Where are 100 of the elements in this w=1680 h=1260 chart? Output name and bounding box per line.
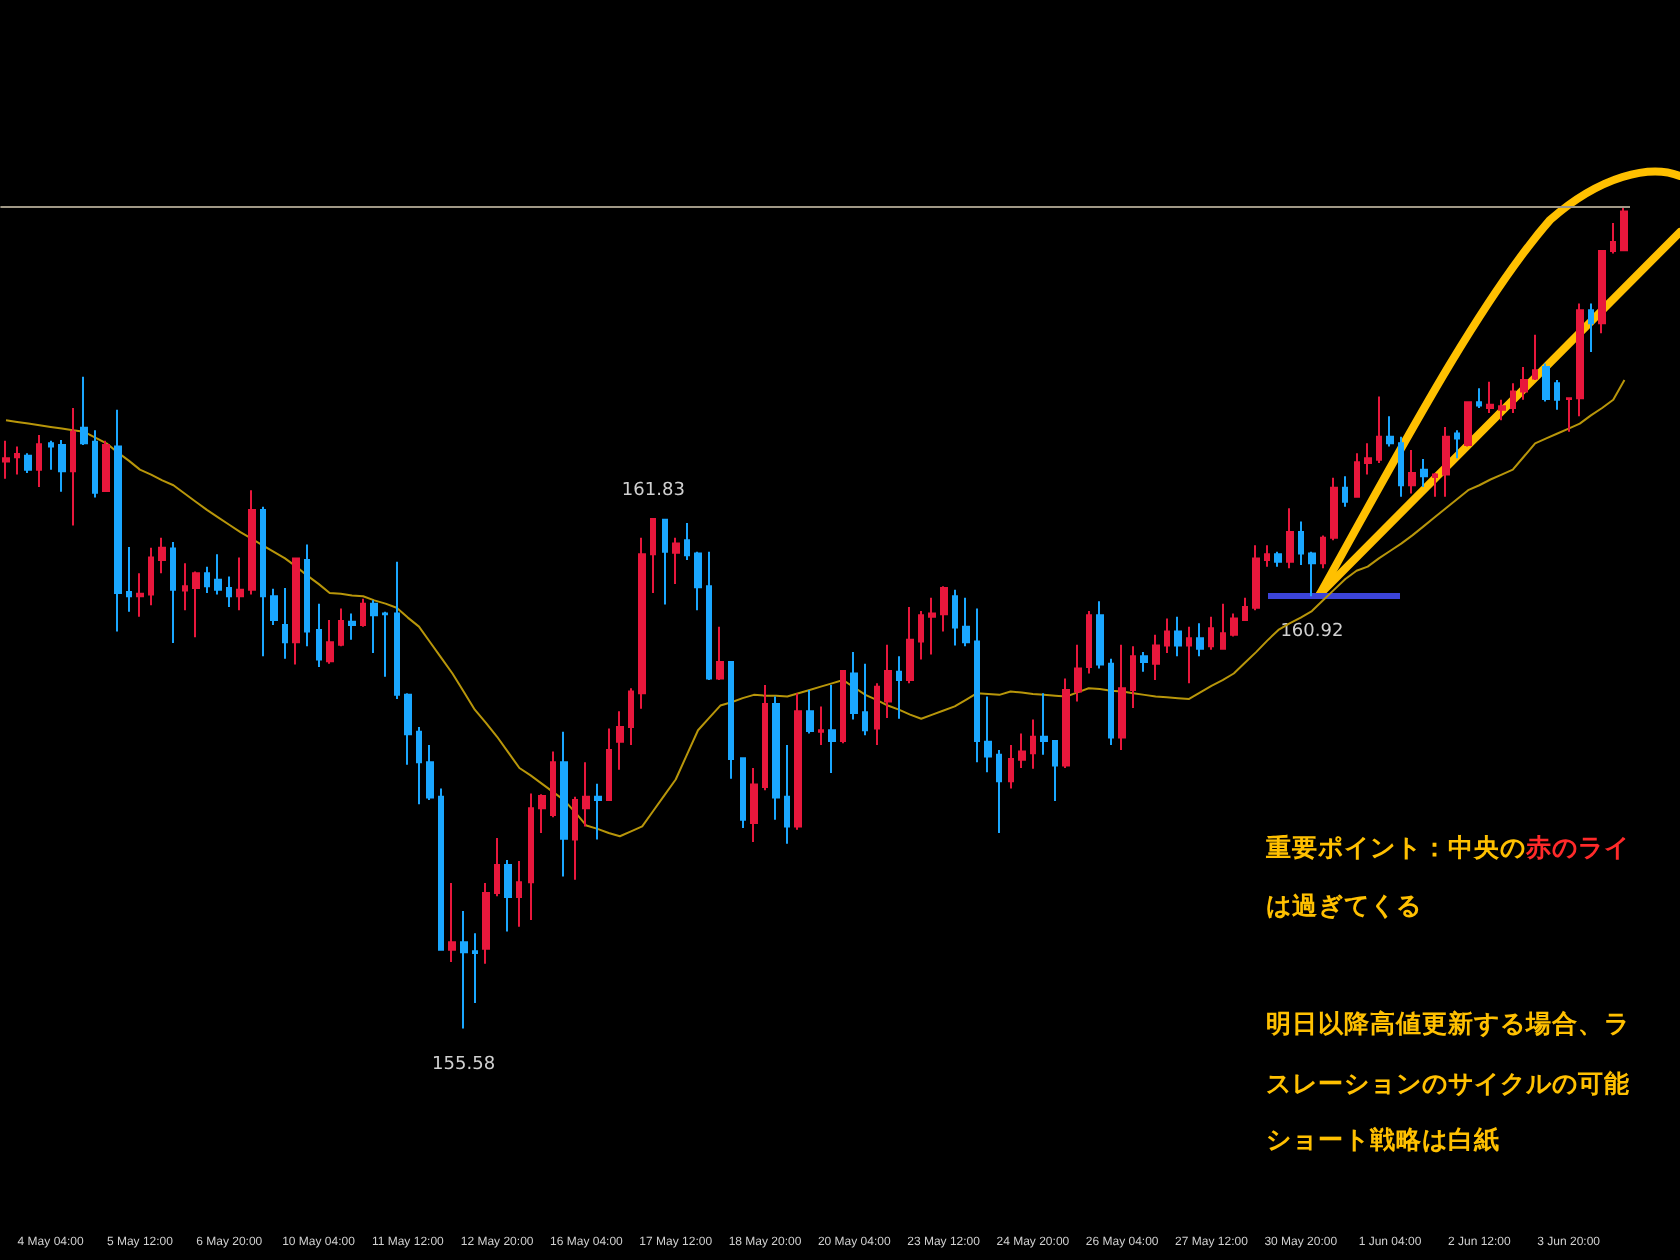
candlestick [940, 585, 948, 633]
candlestick [1420, 457, 1428, 488]
candlestick [1074, 643, 1082, 703]
candlestick [1554, 379, 1560, 411]
candlestick [874, 682, 880, 747]
annotation: は過ぎてくる [1266, 892, 1422, 920]
candlestick [1408, 448, 1416, 495]
candlestick [1364, 442, 1372, 476]
candlestick [1164, 617, 1170, 654]
candlestick [896, 655, 902, 720]
candlestick [282, 587, 288, 660]
candlestick [92, 429, 98, 499]
candlestick [1220, 602, 1226, 651]
candlestick [204, 565, 210, 594]
candlestick [248, 489, 256, 596]
candlestick [214, 553, 222, 596]
candlestick [2, 439, 10, 480]
candlestick [884, 643, 892, 719]
annotation: 明日以降高値更新する場合、ラ [1266, 1008, 1630, 1038]
candlestick [1018, 732, 1026, 770]
candlestick [1432, 471, 1438, 498]
candlestick [716, 625, 724, 682]
candlestick [114, 408, 122, 633]
candlestick [1052, 739, 1058, 802]
candlestick [840, 669, 846, 745]
candlestick [806, 688, 814, 735]
candlestick [504, 859, 512, 933]
candlestick [594, 782, 602, 841]
candlestick [918, 610, 924, 661]
candlestick [862, 662, 868, 737]
candlestick [996, 748, 1002, 834]
candlestick [784, 744, 790, 845]
candlestick [1230, 612, 1238, 638]
candlestick [36, 434, 42, 488]
candlestick [650, 517, 656, 594]
candlestick [482, 882, 490, 965]
annotation: 重要ポイント：中央の [1264, 832, 1526, 862]
candlestick [1454, 429, 1460, 460]
candlestick [304, 543, 310, 648]
candlestick [828, 684, 836, 774]
candlestick [292, 557, 300, 666]
candlestick [1174, 615, 1182, 658]
candlestick [606, 727, 612, 802]
candlestick [906, 605, 914, 685]
candlestick [1598, 249, 1606, 335]
candlestick [1354, 452, 1360, 499]
candlestick [772, 695, 780, 821]
candlestick [1498, 398, 1506, 422]
candlestick [672, 536, 680, 585]
candlestick [1062, 677, 1070, 770]
candlestick [1320, 534, 1326, 570]
candlestick [1298, 520, 1304, 566]
candlestick [326, 619, 334, 665]
candlestick [1476, 387, 1482, 409]
candlestick [438, 787, 444, 951]
candlestick [740, 757, 746, 830]
candlestick [370, 599, 378, 654]
candlestick [472, 932, 478, 1005]
candlestick [662, 517, 668, 606]
candlestick [952, 588, 958, 647]
candlestick [1510, 382, 1516, 414]
candlestick [1342, 475, 1348, 508]
candlestick [192, 570, 200, 639]
candlestick [818, 705, 824, 747]
candlestick [1566, 397, 1572, 433]
text: ショート戦略は白紙 [1266, 1124, 1500, 1154]
candlestick [538, 793, 546, 834]
candlestick [1186, 625, 1192, 685]
candlestick [182, 562, 188, 612]
candlestick [1086, 610, 1092, 675]
candlestick [270, 587, 278, 626]
candlestick [1398, 435, 1404, 498]
candlestick [1252, 544, 1260, 612]
candlestick [684, 522, 690, 562]
candlestick [460, 910, 468, 1030]
candlestick [494, 836, 500, 898]
candlestick [338, 607, 344, 648]
candlestick [382, 610, 388, 678]
candlestick [24, 452, 32, 474]
candlestick [1096, 600, 1104, 670]
candlestick [1386, 415, 1394, 448]
annotation: 161.83 [621, 480, 685, 501]
candlestick [1610, 222, 1616, 255]
candlestick [126, 545, 132, 613]
candlestick [850, 651, 858, 721]
candlestick [1208, 615, 1214, 651]
candlestick [638, 536, 646, 710]
candlestick [1008, 744, 1014, 790]
candlestick [58, 439, 66, 493]
candlestick [48, 439, 54, 471]
candlestick [962, 596, 970, 648]
candlestick [1464, 401, 1472, 448]
candlestick [616, 710, 624, 771]
candlestick [984, 695, 992, 774]
candlestick [236, 556, 244, 612]
candlestick [1140, 651, 1148, 673]
candlestick [1620, 205, 1628, 252]
annotation: 160.92 [1280, 622, 1344, 643]
candlestick [750, 767, 758, 844]
candlestick [706, 550, 712, 682]
